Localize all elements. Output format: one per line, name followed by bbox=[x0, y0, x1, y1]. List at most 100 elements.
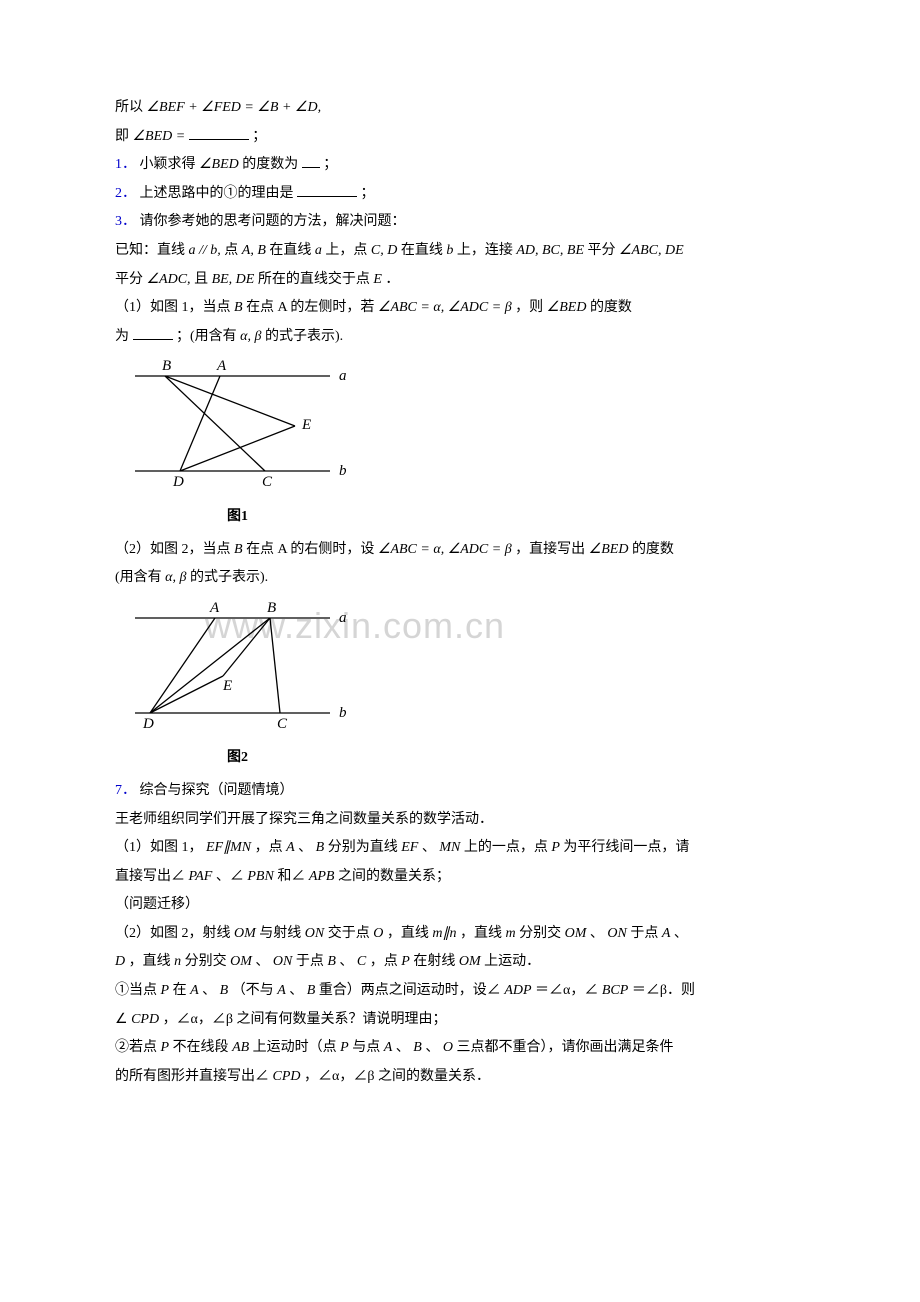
blank bbox=[133, 326, 173, 340]
num: 1． bbox=[115, 157, 136, 172]
part-2: （2）如图 2，当点 B 在点 A 的右侧时，设 ∠ABC = α, ∠ADC … bbox=[115, 537, 805, 564]
text: 、 bbox=[202, 983, 216, 998]
label-C: C bbox=[277, 716, 288, 732]
text: 上运动时（点 bbox=[253, 1040, 337, 1055]
text: 请你参考她的思考问题的方法，解决问题： bbox=[140, 214, 406, 229]
text: （不与 bbox=[232, 983, 274, 998]
math: A bbox=[277, 983, 286, 998]
math: O bbox=[443, 1040, 453, 1055]
math: P bbox=[551, 840, 560, 855]
text: ②若点 bbox=[115, 1040, 157, 1055]
text: 之间的数量关系； bbox=[338, 869, 450, 884]
math: A bbox=[662, 926, 671, 941]
text: 和∠ bbox=[277, 869, 305, 884]
text: （1）如图 1，当点 bbox=[115, 300, 231, 315]
math: OM bbox=[459, 954, 481, 969]
text: ①当点 bbox=[115, 983, 157, 998]
text: ，直线 bbox=[129, 954, 171, 969]
text: 上，点 bbox=[325, 243, 367, 258]
text: 、 bbox=[396, 1040, 410, 1055]
text: 在点 A 的右侧时，设 bbox=[246, 542, 374, 557]
text: 在直线 bbox=[401, 243, 443, 258]
math: OM bbox=[565, 926, 587, 941]
text: 交于点 bbox=[328, 926, 370, 941]
label-D: D bbox=[142, 716, 154, 732]
circle-2: ②若点 P 不在线段 AB 上运动时（点 P 与点 A 、 B 、 O 三点都不… bbox=[115, 1035, 805, 1062]
text: 的所有图形并直接写出∠ bbox=[115, 1069, 269, 1084]
math: A, B bbox=[242, 243, 266, 258]
math: A bbox=[190, 983, 199, 998]
math: BCP bbox=[602, 983, 628, 998]
label-E: E bbox=[222, 678, 232, 694]
math: OM bbox=[230, 954, 252, 969]
text: 不在线段 bbox=[173, 1040, 229, 1055]
math: B bbox=[316, 840, 325, 855]
math: n bbox=[174, 954, 181, 969]
math: PBN bbox=[247, 869, 273, 884]
math: ∠ADC, bbox=[147, 272, 191, 287]
math: B bbox=[234, 542, 243, 557]
line-1: 所以 ∠BEF + ∠FED = ∠B + ∠D, bbox=[115, 95, 805, 122]
math: ∠BED bbox=[589, 542, 629, 557]
math: ON bbox=[273, 954, 292, 969]
blank bbox=[302, 154, 320, 168]
text: 点 bbox=[224, 243, 238, 258]
text: 所以 bbox=[115, 100, 143, 115]
text: 三点都不重合），请你画出满足条件 bbox=[456, 1040, 673, 1055]
text: 上运动． bbox=[484, 954, 540, 969]
figure-1: B A a E D C b 图1 bbox=[115, 356, 805, 530]
part-1: （1）如图 1，当点 B 在点 A 的左侧时，若 ∠ABC = α, ∠ADC … bbox=[115, 295, 805, 322]
text: ，点 bbox=[370, 954, 398, 969]
math: B bbox=[307, 983, 316, 998]
math: ADP bbox=[504, 983, 531, 998]
text: 在射线 bbox=[413, 954, 455, 969]
question-7: 7． 综合与探究（问题情境） bbox=[115, 778, 805, 805]
text: 所在的直线交于点 bbox=[258, 272, 370, 287]
text: 的度数 bbox=[632, 542, 674, 557]
text: ，直接写出 bbox=[515, 542, 585, 557]
math: ∠ABC, DE bbox=[619, 243, 684, 258]
question-1: 1． 小颖求得 ∠BED 的度数为 ； bbox=[115, 152, 805, 179]
text: 在直线 bbox=[269, 243, 311, 258]
figure-1-label: 图1 bbox=[115, 504, 360, 531]
blank bbox=[189, 126, 249, 140]
math: MN bbox=[439, 840, 460, 855]
text: 与射线 bbox=[259, 926, 301, 941]
math: APB bbox=[309, 869, 335, 884]
math: P bbox=[161, 983, 170, 998]
num: 7． bbox=[115, 783, 136, 798]
text: 的度数 bbox=[590, 300, 632, 315]
math: B bbox=[234, 300, 243, 315]
math: B bbox=[327, 954, 336, 969]
text: 在 bbox=[173, 983, 187, 998]
text: 的度数为 bbox=[242, 157, 298, 172]
q7-p2b: D ，直线 n 分别交 OM 、 ON 于点 B 、 C ，点 P 在射线 OM… bbox=[115, 949, 805, 976]
math: a // b, bbox=[189, 243, 221, 258]
text: 分别为直线 bbox=[328, 840, 398, 855]
math: ∠BED = bbox=[133, 129, 189, 144]
text: 综合与探究（问题情境） bbox=[140, 783, 294, 798]
text: (用含有 bbox=[115, 570, 162, 585]
text: ，直线 bbox=[387, 926, 429, 941]
figure-2-svg: A B a E D C b bbox=[115, 598, 360, 733]
num: 2． bbox=[115, 186, 136, 201]
part-1b: 为 ；(用含有 α, β 的式子表示). bbox=[115, 324, 805, 351]
math: α, β bbox=[240, 329, 261, 344]
text: ＝∠α，∠ bbox=[535, 983, 598, 998]
text: （2）如图 2，射线 bbox=[115, 926, 231, 941]
math: m∥n bbox=[432, 926, 456, 941]
math: EF∥MN bbox=[206, 840, 251, 855]
line-2: 即 ∠BED = ； bbox=[115, 124, 805, 151]
math: A bbox=[286, 840, 295, 855]
math: α, β bbox=[165, 570, 186, 585]
text: ，∠α，∠β 之间的数量关系． bbox=[304, 1069, 490, 1084]
text: 、 bbox=[339, 954, 353, 969]
text: ； bbox=[323, 157, 337, 172]
label-a: a bbox=[339, 368, 347, 384]
bisect-line: 平分 ∠ADC, 且 BE, DE 所在的直线交于点 E ． bbox=[115, 267, 805, 294]
text: 在点 A 的左侧时，若 bbox=[246, 300, 374, 315]
q7-intro: 王老师组织同学们开展了探究三角之间数量关系的数学活动． bbox=[115, 807, 805, 834]
part-2b: (用含有 α, β 的式子表示). bbox=[115, 565, 805, 592]
q7-p2: （2）如图 2，射线 OM 与射线 ON 交于点 O ，直线 m∥n ，直线 m… bbox=[115, 921, 805, 948]
text: ＝∠β．则 bbox=[632, 983, 695, 998]
